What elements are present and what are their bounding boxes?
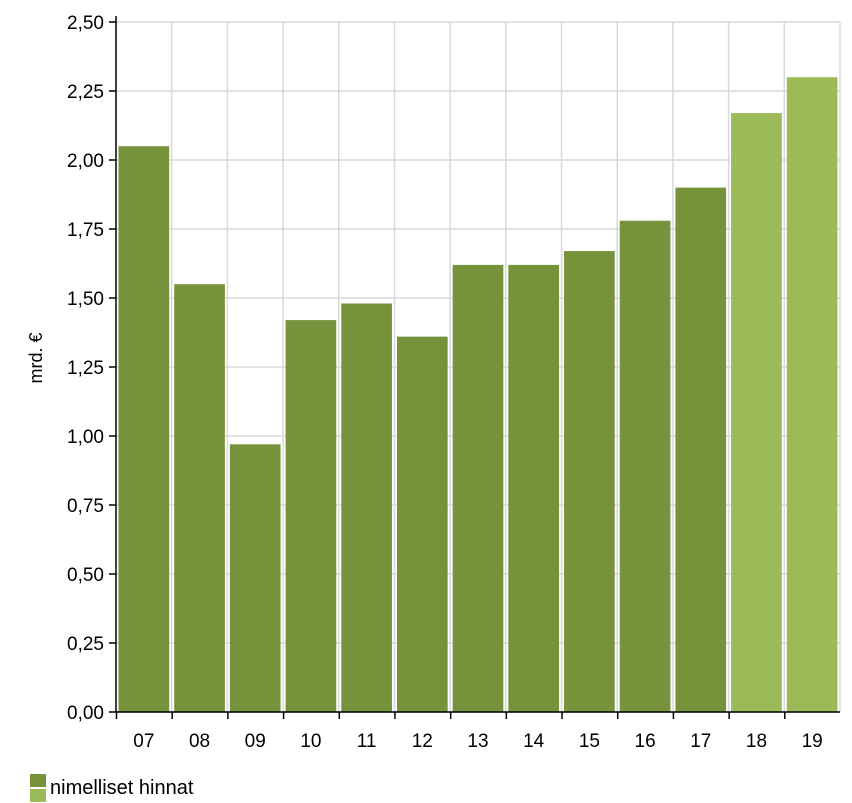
x-tick-label: 18	[746, 731, 767, 752]
x-tick-labels: 07 08 09 10 11 12 13 14 15 16 17 18 19	[133, 731, 822, 752]
x-tick-label: 19	[802, 731, 823, 752]
bar-19	[786, 77, 838, 712]
y-axis-label: mrd. €	[26, 332, 46, 383]
y-tick-label: 1,75	[67, 220, 104, 241]
bars	[118, 77, 838, 713]
y-tick-label: 0,50	[67, 565, 104, 586]
x-tick-label: 15	[579, 731, 600, 752]
y-tick-label: 1,25	[67, 358, 104, 379]
bar-16	[619, 220, 671, 712]
y-tick-label: 2,50	[67, 13, 104, 34]
y-tick-label: 0,25	[67, 634, 104, 655]
axes	[109, 16, 840, 719]
legend-label: nimelliset hinnat	[50, 776, 194, 799]
x-tick-label: 13	[467, 731, 488, 752]
x-tick-label: 08	[189, 731, 210, 752]
bar-10	[285, 320, 337, 712]
bar-17	[675, 187, 727, 713]
legend: nimelliset hinnat	[30, 773, 193, 803]
bar-15	[564, 251, 615, 712]
x-tick-label: 11	[357, 731, 377, 752]
y-tick-label: 0,00	[67, 703, 104, 724]
grid-lines	[116, 21, 841, 713]
x-tick-label: 07	[133, 731, 154, 752]
legend-swatch	[30, 774, 46, 802]
y-tick-label: 1,50	[67, 289, 104, 310]
bar-07	[118, 146, 170, 712]
y-tick-label: 2,25	[67, 82, 104, 103]
x-tick-label: 10	[300, 731, 321, 752]
bar-chart: 0,00 0,25 0,50 0,75 1,00 1,25 1,50 1,75 2,00 2,25…	[26, 13, 841, 752]
x-tick-label: 16	[635, 731, 656, 752]
y-tick-label: 2,00	[67, 151, 104, 172]
x-tick-label: 12	[412, 731, 433, 752]
y-tick-label: 0,75	[67, 496, 104, 517]
x-tick-label: 09	[245, 731, 266, 752]
x-tick-label: 14	[523, 731, 545, 752]
y-tick-label: 1,00	[67, 427, 104, 448]
x-tick-label: 17	[690, 731, 711, 752]
bar-18	[731, 113, 782, 712]
y-tick-labels: 0,00 0,25 0,50 0,75 1,00 1,25 1,50 1,75 2,00 2,25…	[67, 13, 104, 724]
bar-12	[396, 336, 448, 712]
bar-08	[174, 284, 225, 712]
bar-14	[508, 264, 560, 712]
bar-09	[229, 444, 281, 712]
bar-13	[452, 264, 504, 712]
bar-11	[341, 303, 392, 712]
